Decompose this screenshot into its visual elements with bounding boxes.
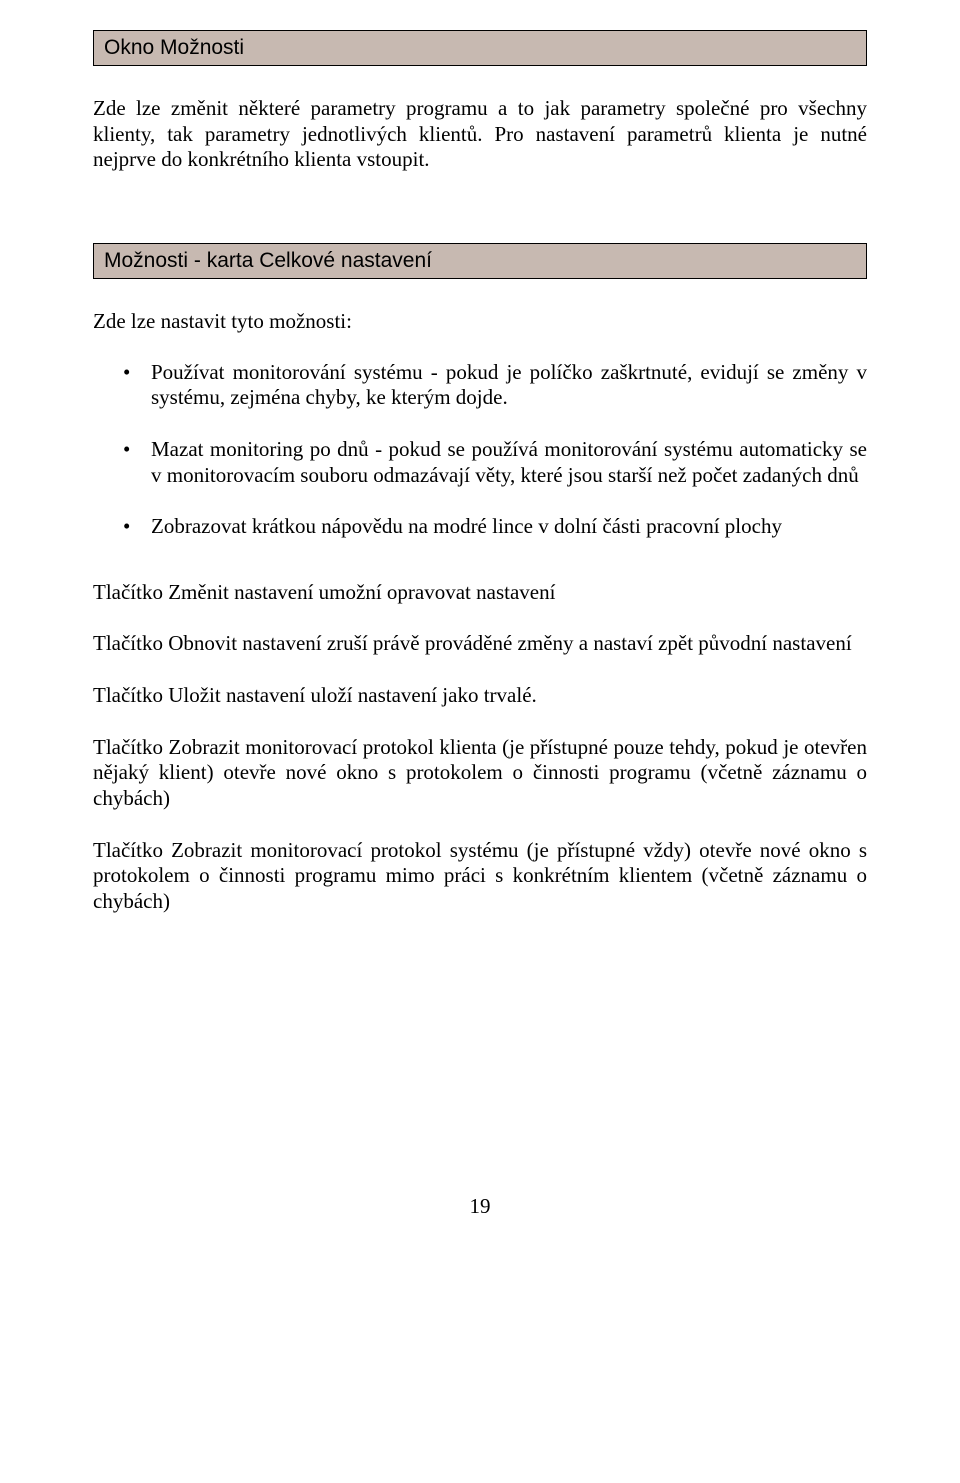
section-title: Okno Možnosti: [104, 36, 244, 59]
options-list: Používat monitorování systému - pokud je…: [93, 360, 867, 540]
list-item: Používat monitorování systému - pokud je…: [93, 360, 867, 411]
body-paragraph: Tlačítko Uložit nastavení uloží nastaven…: [93, 683, 867, 709]
list-item: Zobrazovat krátkou nápovědu na modré lin…: [93, 514, 867, 540]
body-paragraph: Tlačítko Zobrazit monitorovací protokol …: [93, 838, 867, 915]
page-number: 19: [93, 1194, 867, 1219]
section-header-okno-moznosti: Okno Možnosti: [93, 30, 867, 66]
section-title: Možnosti - karta Celkové nastavení: [104, 249, 432, 272]
body-paragraph: Tlačítko Změnit nastavení umožní opravov…: [93, 580, 867, 606]
options-lead-in: Zde lze nastavit tyto možnosti:: [93, 309, 867, 334]
list-item: Mazat monitoring po dnů - pokud se použí…: [93, 437, 867, 488]
intro-paragraph: Zde lze změnit některé parametry program…: [93, 96, 867, 173]
body-paragraph: Tlačítko Zobrazit monitorovací protokol …: [93, 735, 867, 812]
body-paragraph: Tlačítko Obnovit nastavení zruší právě p…: [93, 631, 867, 657]
section-header-celkove-nastaveni: Možnosti - karta Celkové nastavení: [93, 243, 867, 279]
